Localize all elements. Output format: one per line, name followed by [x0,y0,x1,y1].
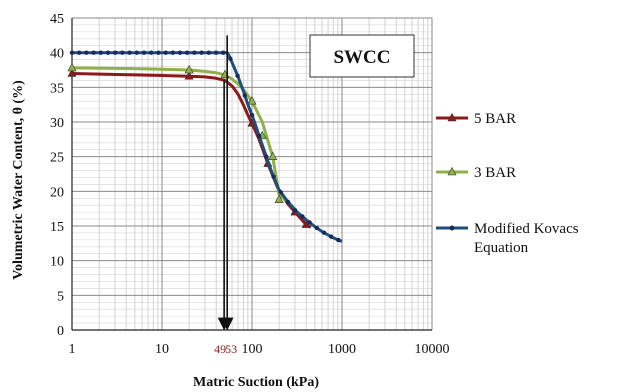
x-tick-label: 100 [242,342,263,357]
data-point [184,64,194,74]
data-point [185,50,190,55]
legend-label: 3 BAR [474,165,516,181]
data-point [77,50,82,55]
data-point [257,133,262,139]
legend-label: Modified Kovacs [474,221,579,237]
legend-item-0: 5 BAR [436,111,516,127]
data-point [156,50,161,55]
x-tick-label: 1000 [328,342,356,357]
data-point [307,220,312,225]
y-tick-label: 40 [50,47,64,62]
data-point [242,93,247,98]
data-point [170,50,175,55]
series-line [71,66,296,210]
y-tick-label: 45 [50,12,64,27]
x-tick-label: 1 [69,342,76,357]
data-point [247,96,257,105]
y-tick-label: 5 [57,289,64,304]
data-point [141,50,147,55]
data-point [293,208,298,213]
annotation-label: 49 [214,342,226,356]
data-point [336,237,341,243]
legend-label: 5 BAR [474,111,516,127]
data-point [271,174,276,179]
data-point [69,50,75,55]
data-point [278,190,283,195]
annotation-label: 53 [225,342,237,356]
data-point [120,50,125,55]
data-point [329,234,334,239]
data-point [314,225,319,231]
data-point [149,50,154,55]
y-tick-label: 0 [57,324,64,339]
data-point [192,50,197,55]
y-tick-label: 15 [50,220,64,235]
x-axis-title: Matric Suction (kPa) [193,375,319,390]
data-point [177,50,183,55]
data-point [249,112,255,118]
legend-item-1: 3 BAR [436,165,516,181]
data-point [67,62,77,72]
annotation-layer: 49 53 [214,35,237,356]
data-point [285,199,291,205]
series-layer [67,50,343,243]
legend-item-2: Modified Kovacs Equation [436,221,579,256]
data-point [221,50,226,55]
y-tick-label: 30 [50,116,64,131]
x-tick-label: 10 [155,342,169,357]
x-tick-label: 10000 [415,342,450,357]
swcc-label: SWCC [333,47,390,68]
legend-label: Equation [474,240,529,256]
y-axis-title: Volumetric Water Content, θ (%) [11,80,26,280]
legend-marker [447,112,457,122]
data-point [184,71,194,80]
data-point [84,50,89,55]
legend: 5 BAR 3 BAR Modified Kovacs Equation [436,111,579,256]
data-point [91,50,96,55]
data-point [264,154,269,160]
data-point [113,50,118,55]
data-point [206,50,211,55]
data-point [127,50,132,55]
data-point [300,214,305,219]
swcc-label-box [309,34,415,78]
data-point [134,50,139,55]
data-point [213,50,219,55]
y-tick-label: 25 [50,151,64,166]
series-2 [69,50,343,243]
data-point [163,50,168,55]
data-point [274,194,284,203]
data-point [98,50,104,55]
legend-marker [449,225,455,231]
y-tick-label: 35 [50,81,64,96]
legend-marker [447,166,457,176]
data-point [199,50,204,55]
data-point [235,73,240,79]
data-point [268,151,278,160]
axes: 0 5 10 15 20 25 30 35 40 45 1 10 100 1000 10000 [50,12,450,357]
data-point [67,68,77,77]
y-tick-label: 20 [50,185,64,200]
data-point [321,230,327,235]
y-tick-label: 10 [50,255,64,270]
data-point [105,50,111,55]
data-point [228,56,233,61]
